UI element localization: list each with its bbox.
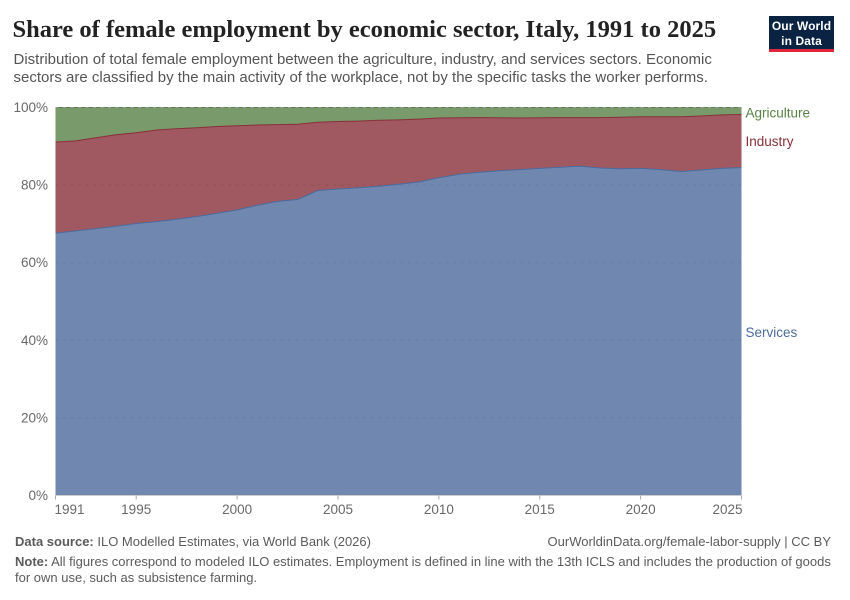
svg-text:60%: 60% bbox=[21, 255, 48, 270]
svg-text:0%: 0% bbox=[28, 488, 48, 503]
svg-text:20%: 20% bbox=[21, 410, 48, 425]
svg-text:40%: 40% bbox=[21, 333, 48, 348]
svg-text:2005: 2005 bbox=[323, 502, 353, 517]
svg-text:Services: Services bbox=[746, 325, 798, 340]
svg-text:2025: 2025 bbox=[712, 502, 742, 517]
svg-text:Industry: Industry bbox=[746, 134, 794, 149]
svg-text:2000: 2000 bbox=[222, 502, 252, 517]
svg-text:1991: 1991 bbox=[55, 502, 85, 517]
svg-text:2015: 2015 bbox=[525, 502, 555, 517]
svg-text:Agriculture: Agriculture bbox=[746, 106, 811, 121]
svg-text:100%: 100% bbox=[13, 100, 48, 115]
svg-text:2020: 2020 bbox=[626, 502, 656, 517]
svg-text:80%: 80% bbox=[21, 178, 48, 193]
svg-text:1995: 1995 bbox=[121, 502, 151, 517]
svg-text:2010: 2010 bbox=[424, 502, 454, 517]
